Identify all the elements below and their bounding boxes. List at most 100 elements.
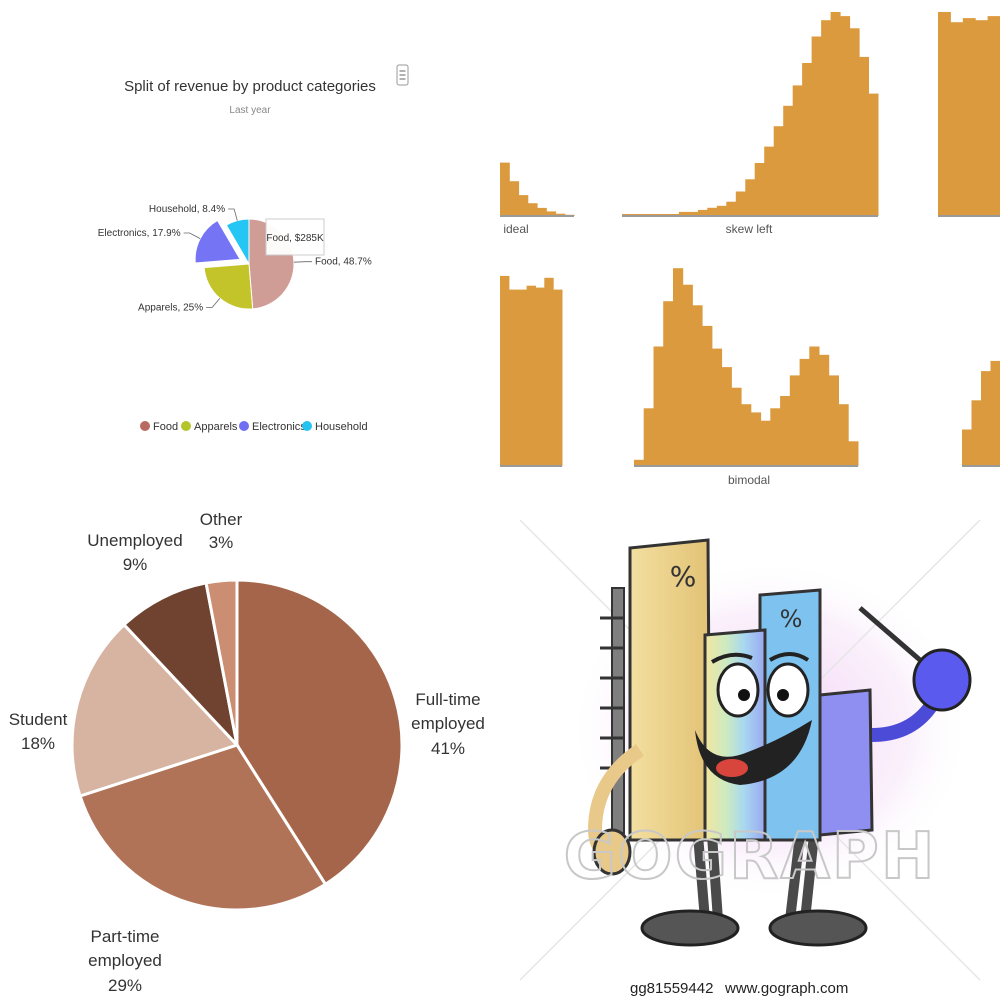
leader-line-food [293, 261, 312, 263]
pie-labels: Food, 48.7% Apparels, 25% Electronics, 17.… [98, 204, 372, 314]
data-label-household: Household, 8.4% [149, 204, 225, 215]
caption-skew-left: skew left [726, 222, 773, 236]
histogram-bar [859, 56, 869, 217]
label-other: Other [200, 510, 243, 529]
histogram-bar [802, 63, 813, 216]
legend-label: Food [153, 421, 178, 433]
legend-label: Electronics [252, 421, 306, 433]
histogram-bar [716, 205, 727, 216]
histogram-bar [868, 93, 879, 216]
label-other-pct: 3% [209, 533, 234, 552]
caption-ideal: ideal [503, 222, 528, 236]
histogram-bar [754, 163, 765, 216]
histogram-bar [792, 85, 803, 217]
histogram-bar [682, 284, 693, 466]
histogram-bar [546, 211, 557, 216]
histogram-bar [760, 420, 771, 466]
histogram-bar [634, 459, 645, 466]
histogram-bar [821, 20, 832, 217]
label-unemployed-pct: 9% [123, 555, 148, 574]
legend-item-electronics[interactable]: Electronics [239, 421, 306, 433]
histogram-bar [544, 277, 554, 466]
histogram-bar [830, 12, 841, 216]
pie-slice-unemployed[interactable] [121, 581, 240, 750]
histogram-bar [770, 408, 781, 466]
pie-slice-student[interactable] [70, 622, 240, 798]
histogram-bar [799, 358, 810, 466]
label-student-pct: 18% [21, 734, 55, 753]
histogram-bar [741, 404, 752, 466]
pie-slice-other[interactable] [204, 578, 239, 746]
histogram-bar [509, 181, 520, 216]
legend-marker [239, 421, 249, 431]
image-id: gg81559442 [630, 980, 713, 997]
pie-slice-household[interactable] [225, 218, 250, 266]
histogram-bar [975, 20, 989, 217]
histogram-bar [726, 201, 737, 216]
chart-subtitle: Last year [229, 105, 271, 116]
histogram-grid: ideal skew left bimodal [500, 12, 1000, 487]
tooltip: Food, $285K [265, 218, 325, 256]
histogram-bar [819, 354, 830, 466]
histogram-bar [500, 275, 510, 466]
histogram-bar [707, 207, 718, 216]
histogram-bar [643, 408, 654, 466]
pie-slices [70, 578, 404, 912]
pie-slice-electronics[interactable] [194, 219, 241, 264]
histogram-bar [555, 213, 566, 216]
histogram-bar [987, 16, 1000, 216]
histogram-bar [653, 346, 664, 466]
legend-item-apparels[interactable]: Apparels [181, 421, 238, 433]
histogram-bar [697, 209, 708, 216]
histogram-bar [702, 325, 713, 466]
leader-line-electronics [183, 232, 201, 239]
pie-slice-apparels[interactable] [203, 263, 254, 310]
histogram-bar [780, 396, 791, 466]
legend-marker [181, 421, 191, 431]
data-label-electronics: Electronics, 17.9% [98, 228, 181, 239]
chart-title: Split of revenue by product categories [124, 78, 376, 95]
histogram-bar [849, 28, 860, 216]
histogram-bar [537, 207, 547, 216]
histogram-bar [938, 12, 951, 216]
histogram-bar [735, 191, 746, 216]
employment-pie-panel: Full-time employed 41% Part-time employe… [0, 500, 500, 1000]
legend-item-household[interactable]: Household [302, 421, 368, 433]
mascot-face [695, 652, 812, 785]
histogram-bar [721, 367, 732, 466]
histogram-bar [981, 371, 991, 466]
label-part-time-line2: employed [88, 951, 162, 970]
chart-menu-button[interactable] [396, 64, 409, 86]
leader-line-household [228, 208, 238, 221]
histogram-bar [840, 16, 851, 216]
pie-slices [194, 218, 295, 310]
label-part-time-line1: Part-time [91, 927, 160, 946]
revenue-pie-panel: Split of revenue by product categories L… [0, 0, 500, 500]
histogram-bar [517, 289, 528, 466]
leader-line-apparels [206, 298, 221, 308]
label-full-time-line2: employed [411, 714, 485, 733]
legend: Food Apparels Electronics Household [140, 421, 368, 433]
histogram-bar [764, 146, 775, 216]
histogram-bar [553, 289, 563, 466]
histogram-bar [678, 211, 689, 216]
histogram-bar [527, 203, 538, 216]
histogram-bar [828, 375, 839, 466]
histogram-bar [500, 162, 510, 216]
histogram-bar [809, 346, 820, 466]
histogram-bar [750, 412, 762, 466]
percent-symbol-tan: % [670, 560, 697, 593]
stock-footer: gg81559442 www.gograph.com [630, 980, 848, 997]
tooltip-text: Food, $285K [266, 233, 324, 244]
label-part-time-pct: 29% [108, 976, 142, 995]
percent-symbol-blue: % [780, 605, 803, 633]
histogram-bar [811, 36, 822, 216]
pie-slice-part-time-employed[interactable] [78, 743, 328, 912]
legend-label: Household [315, 421, 368, 433]
legend-item-food[interactable]: Food [140, 421, 178, 433]
histogram-bar [962, 18, 976, 216]
histogram-bar [848, 441, 859, 466]
legend-marker [140, 421, 150, 431]
legend-marker [302, 421, 312, 431]
histogram-bar [535, 287, 545, 466]
